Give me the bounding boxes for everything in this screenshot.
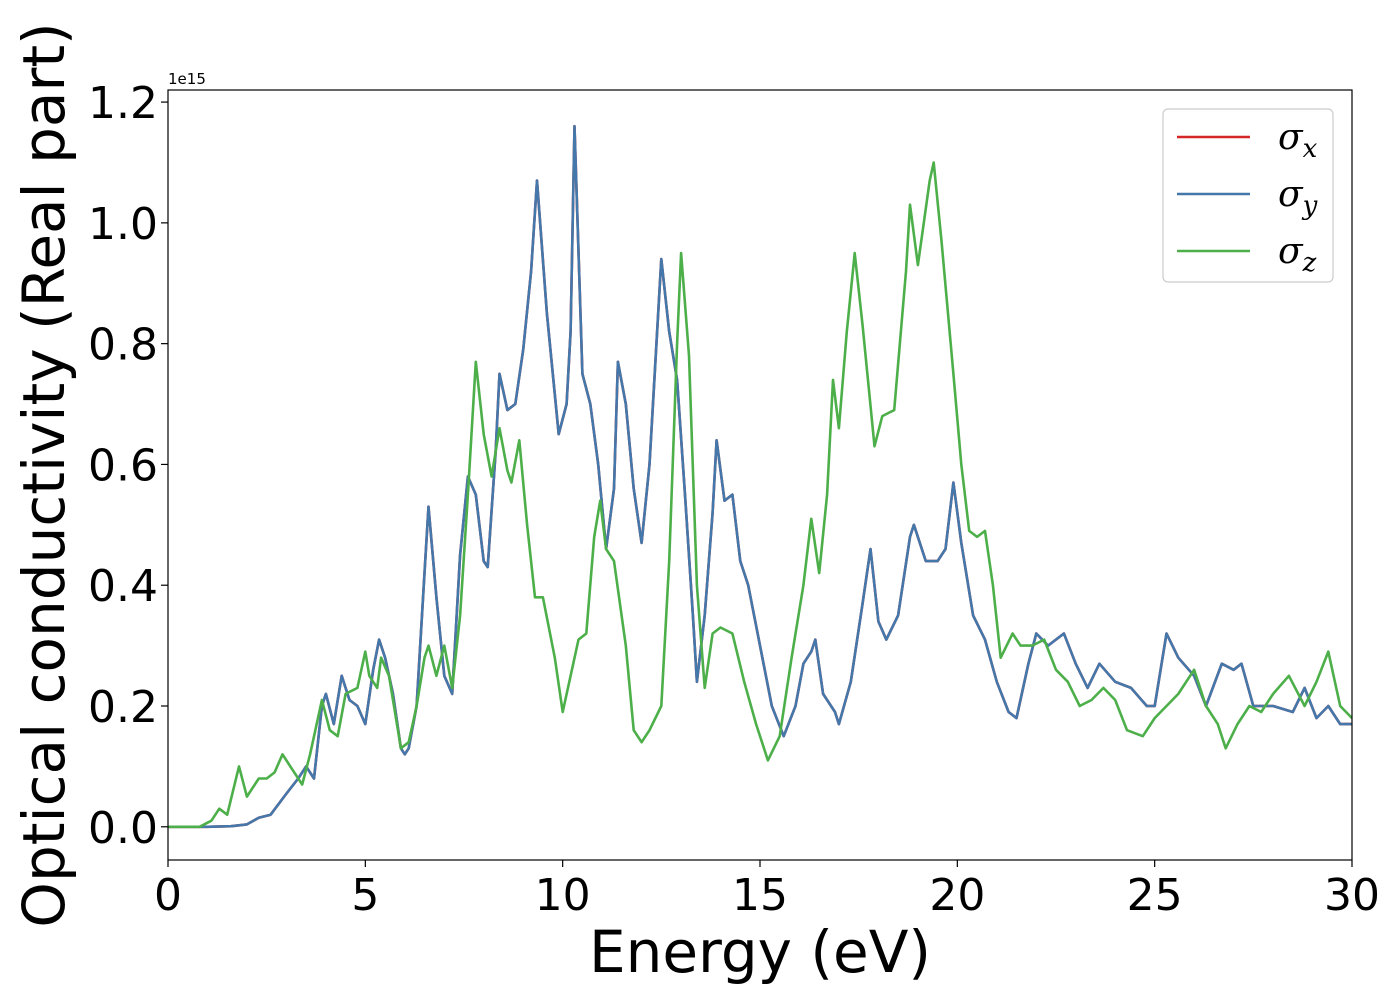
legend-frame xyxy=(1162,108,1334,283)
legend-symbol: σ xyxy=(1278,117,1304,158)
legend-subscript: y xyxy=(1302,191,1318,221)
y-tick-label: 1.2 xyxy=(88,78,158,129)
legend-label-sigma-z: σz xyxy=(1278,231,1317,278)
y-offset-text: 1e15 xyxy=(168,70,206,88)
y-tick-label: 0.0 xyxy=(88,803,158,854)
x-tick-label: 10 xyxy=(535,870,591,921)
legend-symbol: σ xyxy=(1278,174,1304,215)
y-tick-label: 0.2 xyxy=(88,682,158,733)
y-axis-label: Optical conductivity (Real part) xyxy=(10,22,78,927)
legend-subscript: x xyxy=(1303,134,1318,164)
series-line-sigma-z xyxy=(168,161,1352,829)
series-layer xyxy=(168,124,1352,829)
x-tick-label: 30 xyxy=(1324,870,1380,921)
y-tick-label: 1.0 xyxy=(88,199,158,250)
x-tick-label: 5 xyxy=(351,870,379,921)
x-tick-label: 20 xyxy=(929,870,985,921)
x-axis: 0 5 10 15 20 25 30 xyxy=(154,860,1380,921)
x-tick-label: 25 xyxy=(1127,870,1183,921)
y-tick-label: 0.6 xyxy=(88,440,158,491)
y-tick-label: 0.4 xyxy=(88,561,158,612)
x-tick-label: 15 xyxy=(732,870,788,921)
y-axis: 0.0 0.2 0.4 0.6 0.8 1.0 1.2 xyxy=(88,78,168,854)
legend-label-sigma-x: σx xyxy=(1278,117,1318,164)
x-axis-label: Energy (eV) xyxy=(589,918,931,986)
y-tick-label: 0.8 xyxy=(88,320,158,371)
x-tick-label: 0 xyxy=(154,870,182,921)
legend-label-sigma-y: σy xyxy=(1278,174,1318,221)
legend-subscript: z xyxy=(1302,248,1317,278)
legend-symbol: σ xyxy=(1278,231,1304,272)
